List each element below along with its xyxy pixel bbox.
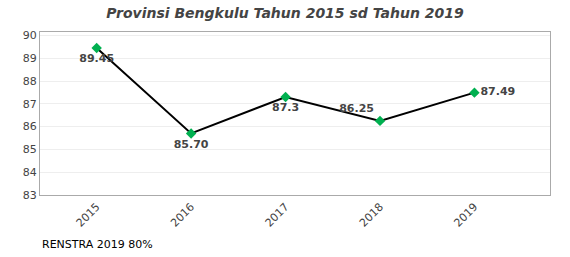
svg-text:87.3: 87.3 <box>272 101 299 114</box>
svg-text:84: 84 <box>23 166 37 179</box>
svg-text:87.49: 87.49 <box>480 85 515 98</box>
svg-text:89.45: 89.45 <box>79 52 114 65</box>
svg-text:2016: 2016 <box>168 201 197 230</box>
svg-text:86.25: 86.25 <box>339 102 374 115</box>
svg-text:88: 88 <box>23 75 37 88</box>
svg-text:86: 86 <box>23 120 37 133</box>
svg-text:2015: 2015 <box>74 201 103 230</box>
svg-text:87: 87 <box>23 98 37 111</box>
svg-text:85: 85 <box>23 143 37 156</box>
svg-text:Provinsi Bengkulu Tahun 2015 s: Provinsi Bengkulu Tahun 2015 sd Tahun 20… <box>106 5 464 21</box>
svg-text:2017: 2017 <box>263 201 292 230</box>
svg-text:85.70: 85.70 <box>174 138 209 151</box>
svg-text:90: 90 <box>23 29 37 42</box>
svg-text:RENSTRA 2019 80%: RENSTRA 2019 80% <box>42 238 153 251</box>
svg-text:2018: 2018 <box>357 201 386 230</box>
svg-text:89: 89 <box>23 52 37 65</box>
svg-text:83: 83 <box>23 189 37 202</box>
svg-text:2019: 2019 <box>451 201 480 230</box>
